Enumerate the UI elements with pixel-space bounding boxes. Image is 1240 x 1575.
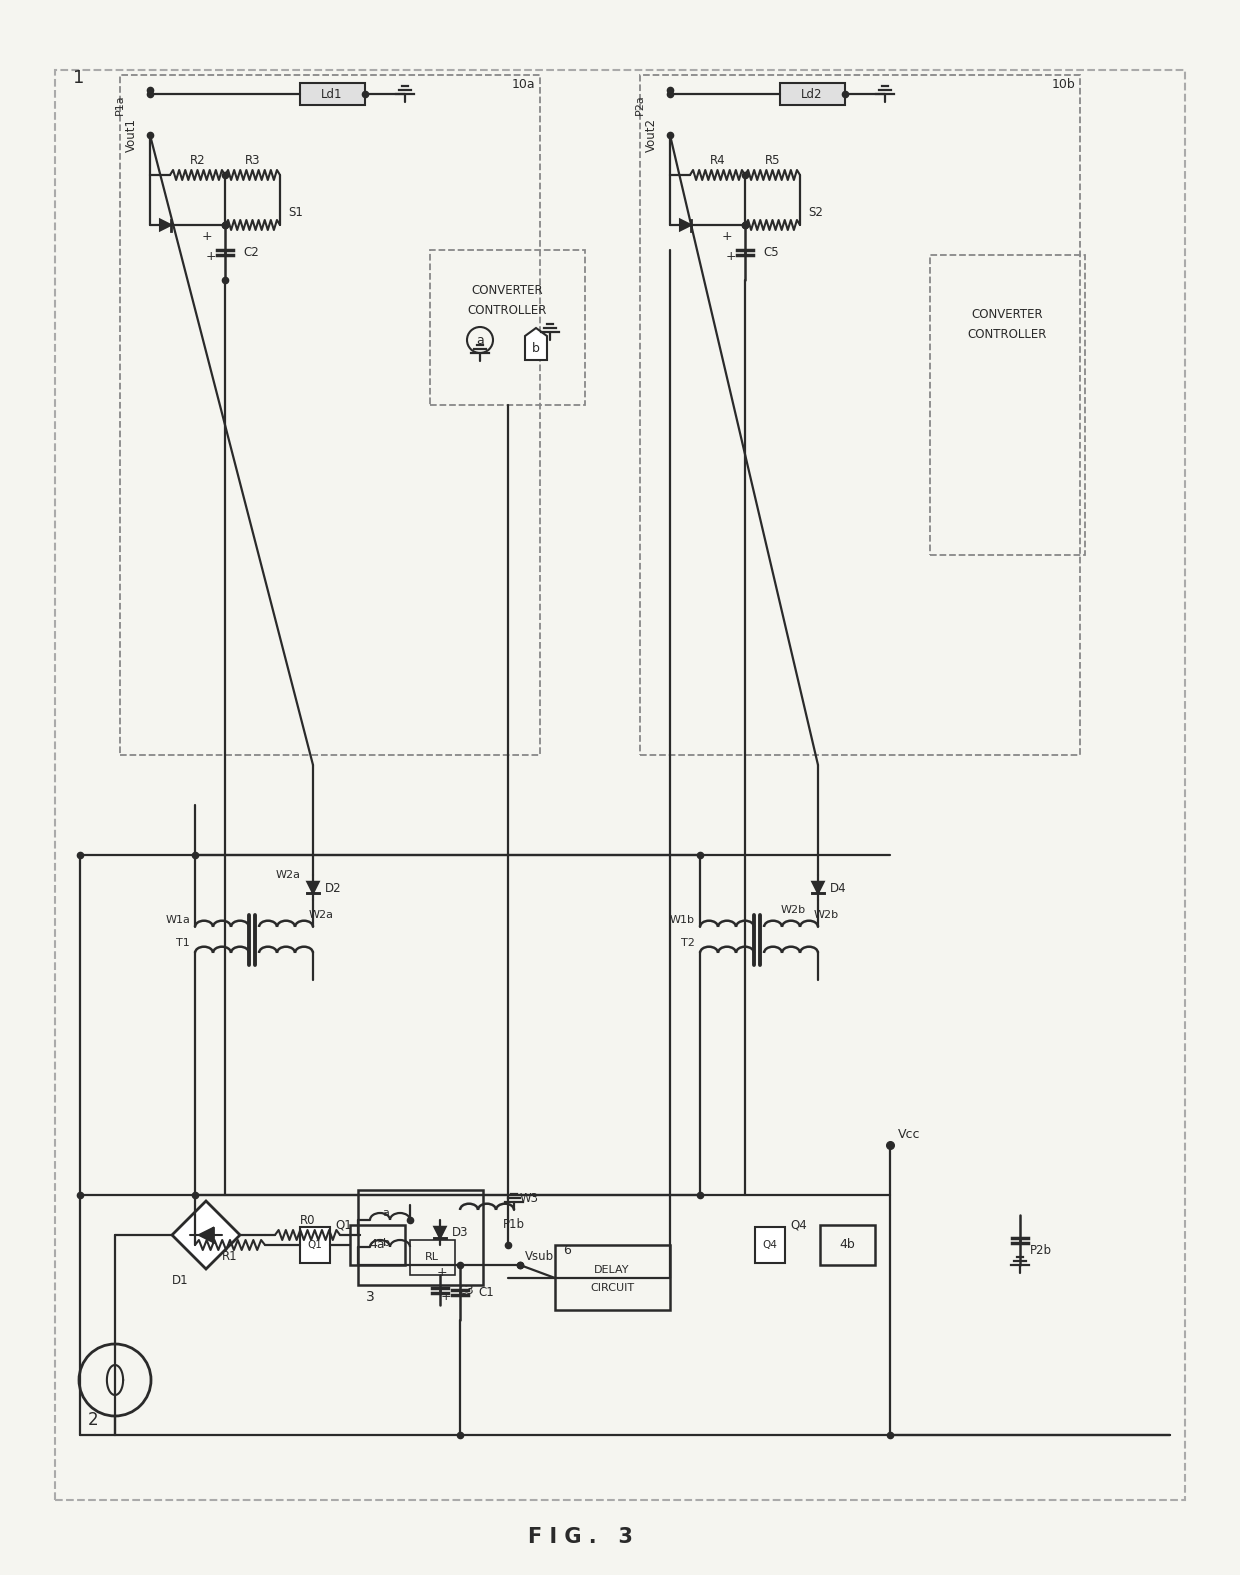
Polygon shape bbox=[525, 328, 547, 361]
Text: a: a bbox=[476, 334, 484, 346]
Text: Q4: Q4 bbox=[790, 1219, 807, 1232]
Text: 10a: 10a bbox=[511, 79, 534, 91]
Text: W3: W3 bbox=[520, 1192, 539, 1205]
Text: T2: T2 bbox=[681, 939, 694, 948]
Text: 2: 2 bbox=[88, 1411, 99, 1429]
Text: 1: 1 bbox=[73, 69, 84, 87]
Bar bbox=[120, 76, 539, 754]
Text: CONTROLLER: CONTROLLER bbox=[967, 329, 1048, 342]
Text: R0: R0 bbox=[300, 1213, 316, 1227]
Text: CONTROLLER: CONTROLLER bbox=[467, 304, 547, 317]
Text: W1b: W1b bbox=[670, 915, 694, 925]
Text: +: + bbox=[202, 230, 212, 244]
Text: Vsub: Vsub bbox=[525, 1251, 554, 1263]
Bar bbox=[358, 1191, 484, 1285]
Text: CONVERTER: CONVERTER bbox=[972, 309, 1043, 321]
Bar bbox=[430, 250, 585, 405]
Text: W2a: W2a bbox=[309, 910, 334, 920]
Text: C1: C1 bbox=[477, 1285, 494, 1298]
Polygon shape bbox=[198, 1228, 213, 1243]
Text: W2b: W2b bbox=[813, 910, 839, 920]
Text: +: + bbox=[722, 230, 733, 244]
Text: P1b: P1b bbox=[503, 1219, 525, 1232]
Text: CIRCUIT: CIRCUIT bbox=[590, 1284, 634, 1293]
Text: 3: 3 bbox=[366, 1290, 374, 1304]
Text: Vcc: Vcc bbox=[898, 1129, 920, 1142]
Bar bbox=[350, 1225, 405, 1265]
Polygon shape bbox=[308, 882, 319, 893]
Text: W2a: W2a bbox=[277, 869, 301, 880]
Text: Q1: Q1 bbox=[335, 1219, 352, 1232]
Text: 10b: 10b bbox=[1052, 79, 1075, 91]
Text: a: a bbox=[383, 1208, 389, 1217]
Text: 4b: 4b bbox=[839, 1238, 854, 1252]
Text: S1: S1 bbox=[288, 206, 303, 219]
Text: Q4: Q4 bbox=[763, 1240, 777, 1251]
Text: +: + bbox=[440, 1290, 451, 1304]
Text: 6: 6 bbox=[563, 1244, 570, 1257]
Text: Ld2: Ld2 bbox=[801, 88, 823, 101]
Text: D1: D1 bbox=[172, 1274, 188, 1287]
Text: D4: D4 bbox=[830, 882, 847, 895]
Text: R1: R1 bbox=[222, 1251, 238, 1263]
Text: R5: R5 bbox=[765, 154, 780, 167]
Text: C5: C5 bbox=[763, 246, 779, 258]
Bar bbox=[780, 83, 844, 106]
Text: Vout1: Vout1 bbox=[125, 118, 138, 153]
Text: R3: R3 bbox=[244, 154, 260, 167]
Bar bbox=[300, 1227, 330, 1263]
Text: b: b bbox=[382, 1238, 389, 1247]
Text: D2: D2 bbox=[325, 882, 342, 895]
Text: Ld1: Ld1 bbox=[321, 88, 342, 101]
Text: R4: R4 bbox=[709, 154, 725, 167]
Text: RL: RL bbox=[425, 1252, 439, 1262]
Polygon shape bbox=[434, 1227, 445, 1238]
Text: +: + bbox=[206, 250, 216, 263]
Text: S2: S2 bbox=[808, 206, 823, 219]
Text: 4a: 4a bbox=[370, 1238, 384, 1252]
Polygon shape bbox=[160, 219, 171, 230]
Bar bbox=[820, 1225, 875, 1265]
Bar bbox=[755, 1227, 785, 1263]
Text: Vout2: Vout2 bbox=[645, 118, 658, 153]
Text: P2a: P2a bbox=[635, 94, 645, 115]
Bar bbox=[640, 76, 1080, 754]
Text: CONVERTER: CONVERTER bbox=[471, 284, 543, 296]
Text: Q1: Q1 bbox=[308, 1240, 322, 1251]
Text: +: + bbox=[725, 250, 737, 263]
Text: W1a: W1a bbox=[165, 915, 190, 925]
Bar bbox=[410, 1240, 455, 1276]
Text: C3: C3 bbox=[458, 1284, 474, 1296]
Polygon shape bbox=[812, 882, 823, 893]
Polygon shape bbox=[680, 219, 691, 230]
Bar bbox=[556, 1244, 670, 1310]
Text: F I G .   3: F I G . 3 bbox=[527, 1528, 632, 1547]
Text: W2b: W2b bbox=[781, 906, 806, 915]
Text: b: b bbox=[532, 342, 539, 354]
Text: DELAY: DELAY bbox=[594, 1265, 630, 1276]
Text: +: + bbox=[436, 1266, 448, 1279]
Polygon shape bbox=[172, 1202, 241, 1269]
Bar bbox=[930, 255, 1085, 554]
Text: P2b: P2b bbox=[1030, 1244, 1052, 1257]
Text: D3: D3 bbox=[453, 1227, 469, 1240]
Bar bbox=[300, 83, 365, 106]
Text: T1: T1 bbox=[176, 939, 190, 948]
Text: P1a: P1a bbox=[115, 94, 125, 115]
Text: R2: R2 bbox=[190, 154, 206, 167]
Text: C2: C2 bbox=[243, 246, 259, 258]
